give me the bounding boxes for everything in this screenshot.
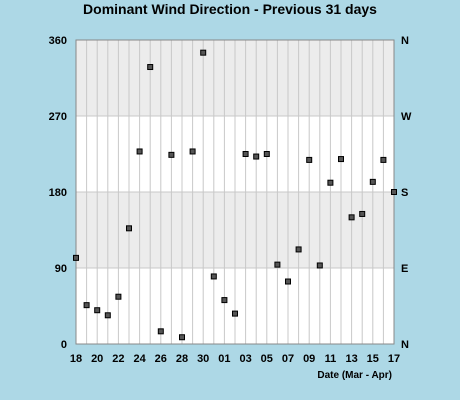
data-point — [179, 334, 185, 341]
x-tick-label: 07 — [282, 353, 294, 365]
x-tick-label: 05 — [261, 353, 273, 365]
x-tick-label: 01 — [218, 353, 230, 365]
y-tick-label: 180 — [49, 187, 67, 199]
compass-label: N — [401, 35, 409, 47]
data-point — [136, 148, 143, 155]
x-tick-label: 13 — [345, 353, 357, 365]
data-point — [200, 49, 207, 56]
x-tick-label: 22 — [112, 353, 124, 365]
data-point — [104, 312, 111, 319]
data-point — [232, 310, 238, 317]
x-axis-label: Date (Mar - Apr) — [317, 370, 392, 381]
data-point — [348, 214, 355, 221]
data-point — [115, 293, 122, 300]
y-tick-label: 0 — [61, 339, 67, 351]
x-tick-label: 17 — [388, 353, 400, 365]
data-point — [295, 246, 302, 253]
x-tick-label: 15 — [367, 353, 379, 365]
data-point — [380, 156, 387, 163]
y-axis-tick-labels: 0 90 180 270 360 — [49, 35, 67, 351]
data-point — [189, 148, 196, 155]
x-tick-label: 30 — [197, 353, 209, 365]
data-point — [168, 151, 175, 158]
chart-title: Dominant Wind Direction - Previous 31 da… — [83, 1, 377, 17]
y-tick-label: 90 — [55, 263, 67, 275]
data-point — [338, 156, 344, 163]
data-point — [253, 153, 260, 160]
data-point — [285, 278, 291, 285]
x-tick-label: 03 — [239, 353, 251, 365]
compass-label: W — [401, 111, 412, 123]
data-point — [369, 178, 376, 185]
data-point — [359, 210, 366, 217]
x-tick-label: 28 — [176, 353, 188, 365]
x-axis-tick-labels: 18 20 22 24 26 28 30 01 03 05 07 09 11 13 15 17 — [70, 353, 400, 365]
x-tick-label: 09 — [303, 353, 315, 365]
compass-label: N — [401, 339, 409, 351]
data-point — [274, 261, 281, 268]
data-point — [263, 151, 270, 157]
data-point — [126, 225, 132, 232]
data-point — [242, 151, 249, 157]
data-point — [316, 262, 323, 269]
data-point — [147, 64, 154, 71]
compass-label: S — [401, 187, 408, 199]
x-tick-label: 11 — [325, 353, 337, 365]
data-point — [94, 307, 101, 314]
compass-label: E — [401, 263, 408, 275]
data-point — [391, 189, 397, 195]
data-point — [210, 273, 217, 280]
x-tick-label: 24 — [133, 353, 146, 365]
data-point — [157, 328, 164, 335]
x-tick-label: 26 — [155, 353, 167, 365]
data-point — [327, 179, 334, 186]
data-point — [73, 254, 79, 261]
data-point — [221, 297, 228, 304]
y-tick-label: 270 — [49, 111, 67, 123]
x-tick-label: 20 — [91, 353, 103, 365]
x-tick-label: 18 — [70, 353, 82, 365]
data-points — [73, 49, 397, 341]
y-tick-label: 360 — [49, 35, 67, 47]
data-point — [83, 302, 90, 309]
compass-tick-labels: N E S W N — [401, 35, 412, 351]
data-point — [306, 156, 313, 163]
horizontal-gridlines — [76, 115, 394, 269]
